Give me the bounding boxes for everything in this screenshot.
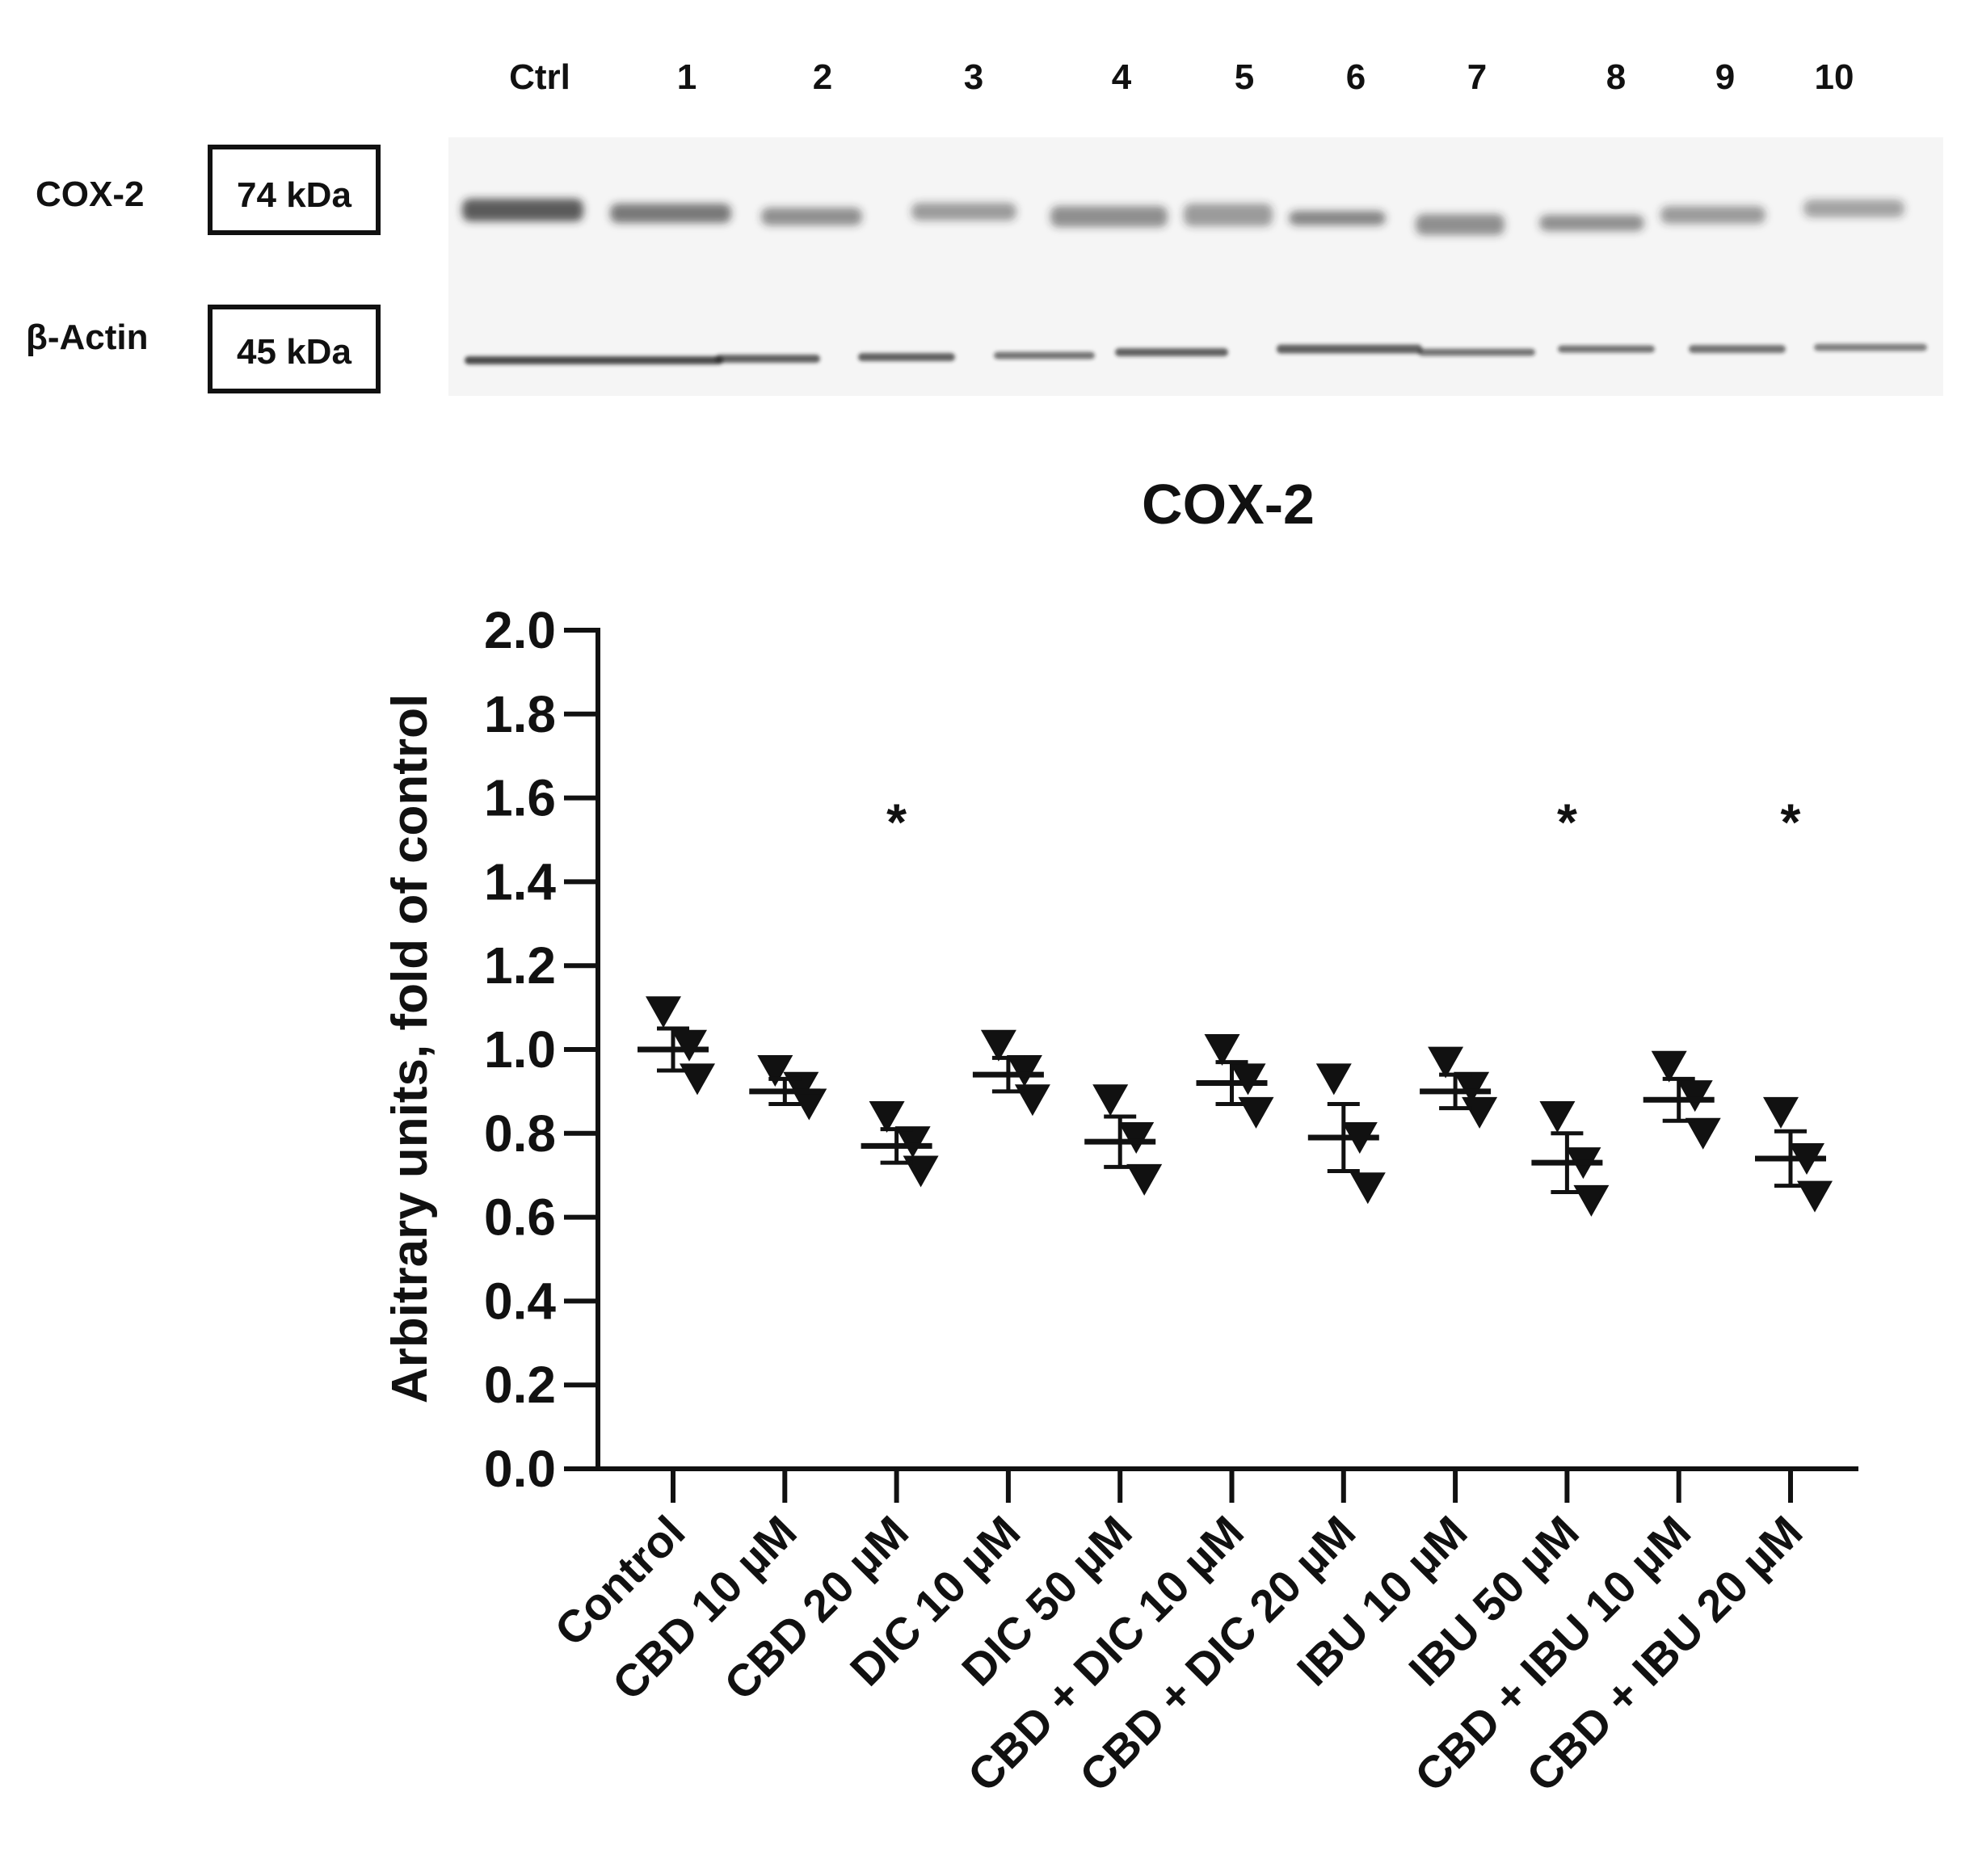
data-point [680,1063,715,1096]
data-point [1651,1050,1687,1083]
data-point [1315,1063,1352,1096]
lane-label: 5 [1235,57,1254,97]
lane-label: 3 [964,57,983,97]
western-blot: Ctrl 1 2 3 4 5 6 7 8 9 10 COX-2 74 kDa β-Actin 45 … [26,57,1943,396]
y-tick-label: 1.4 [484,852,556,911]
significance-star: * [1781,793,1801,852]
actin-weight-label: 45 kDa [237,332,351,372]
actin-row-label: β-Actin [26,318,149,357]
significance-marks: * * * [886,793,1800,852]
data-marks [638,996,1833,1217]
lane-label: 4 [1112,57,1132,97]
lane-label: 7 [1467,57,1487,97]
data-point [869,1101,905,1134]
cox2-band [1539,215,1644,231]
data-point [757,1054,793,1087]
lane-label: Ctrl [509,57,570,97]
data-point [894,1126,931,1159]
y-tick-label: 2.0 [484,601,556,659]
lane-label: 1 [677,57,697,97]
lane-label: 2 [813,57,832,97]
data-point [1238,1096,1274,1129]
y-tick-label: 0.0 [484,1440,556,1498]
actin-band [1814,343,1927,351]
lane-label: 10 [1815,57,1854,97]
data-point [1428,1046,1464,1079]
actin-band [1277,344,1422,354]
data-point [1685,1117,1721,1150]
y-tick-label: 1.6 [484,769,556,827]
cox2-row-label: COX-2 [36,175,144,214]
chart: COX-2 Arbitrary units, fold of control 0… [382,473,1858,1801]
data-point [1118,1121,1155,1154]
data-point [1092,1084,1129,1117]
y-tick-label: 1.2 [484,936,556,995]
y-ticks: 0.0 0.2 0.4 0.6 0.8 1.0 1.2 1.4 1.6 1.8 2.0 [484,601,598,1498]
cox2-bands [462,199,1904,235]
y-tick-label: 0.4 [484,1272,556,1330]
cox2-weight-label: 74 kDa [237,175,351,215]
actin-band [994,351,1095,360]
cox2-band [1416,214,1505,235]
cox2-band [911,203,1016,221]
chart-title: COX-2 [1142,473,1315,536]
data-point [1126,1163,1163,1196]
data-point [1539,1101,1576,1134]
data-point [1349,1172,1386,1205]
y-tick-label: 0.6 [484,1188,556,1247]
data-point [646,996,681,1028]
data-point [1573,1184,1610,1217]
y-tick-label: 0.2 [484,1356,556,1414]
cox2-band [1184,204,1273,226]
data-point [671,1029,707,1062]
significance-star: * [1557,793,1577,852]
data-point [1230,1063,1266,1096]
cox2-band [610,204,731,223]
actin-band [1115,348,1228,356]
lane-label: 6 [1346,57,1366,97]
data-point [1797,1180,1833,1213]
data-point [980,1029,1016,1062]
lane-label: 9 [1715,57,1735,97]
y-tick-label: 0.8 [484,1104,556,1163]
lane-labels: Ctrl 1 2 3 4 5 6 7 8 9 10 [509,57,1854,97]
significance-star: * [886,793,907,852]
data-point [1204,1034,1240,1066]
cox2-band [761,208,862,225]
data-point [1014,1084,1050,1117]
data-point [791,1088,827,1121]
cox2-band [1289,211,1386,225]
actin-band [715,355,820,363]
cox2-weight-box [208,145,381,235]
data-point [1462,1096,1498,1129]
data-point [1454,1071,1490,1104]
cox2-band [1050,206,1168,227]
actin-bands [465,343,1927,364]
data-point [1677,1080,1713,1113]
cox2-band [1660,206,1765,224]
data-point [903,1155,939,1188]
cox2-band [462,199,583,221]
y-tick-label: 1.0 [484,1020,556,1079]
actin-band [1689,345,1786,353]
data-point [1763,1096,1799,1129]
y-tick-label: 1.8 [484,685,556,743]
y-axis-label: Arbitrary units, fold of control [382,694,438,1403]
actin-band [465,356,723,364]
cox2-band [1803,200,1904,217]
actin-band [1418,348,1535,356]
actin-band [858,353,955,361]
actin-band [1558,345,1655,353]
data-point [1006,1054,1042,1087]
actin-weight-box [208,305,381,393]
lane-label: 8 [1606,57,1626,97]
